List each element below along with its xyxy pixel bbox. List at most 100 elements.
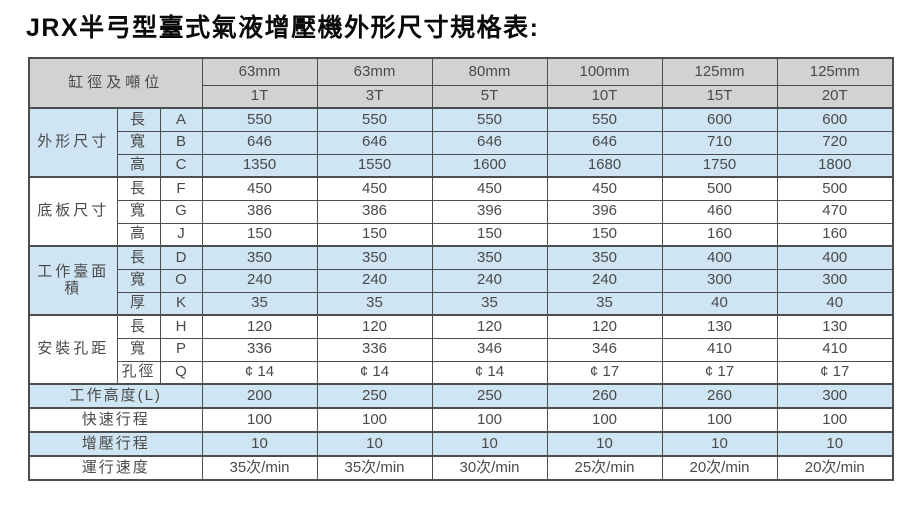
corner-header-cell: 缸徑及噸位	[28, 57, 203, 109]
summary-value-cell: 100	[546, 407, 663, 433]
spec-value-cell: ¢ 14	[201, 360, 318, 385]
spec-value-cell: 1800	[776, 153, 894, 178]
spec-value-cell: 1680	[546, 153, 663, 178]
letter-cell: B	[159, 130, 203, 155]
col-header-tonnage-3: 10T	[546, 84, 663, 109]
summary-value-cell: 10	[661, 431, 778, 457]
spec-value-cell: 35	[201, 291, 318, 316]
spec-value-cell: 600	[661, 107, 778, 132]
summary-value-cell: 250	[431, 383, 548, 409]
spec-value-cell: 40	[776, 291, 894, 316]
summary-value-cell: 25次/min	[546, 455, 663, 481]
table-row: 孔徑 Q ¢ 14 ¢ 14 ¢ 14 ¢ 17 ¢ 17 ¢ 17	[29, 360, 894, 385]
spec-value-cell: ¢ 17	[776, 360, 894, 385]
letter-cell: A	[159, 107, 203, 132]
col-header-bore-4: 125mm	[661, 57, 778, 86]
spec-value-cell: 550	[201, 107, 318, 132]
spec-value-cell: 160	[776, 222, 894, 247]
table-row: 寬 B 646 646 646 646 710 720	[29, 130, 894, 155]
spec-value-cell: 1750	[661, 153, 778, 178]
spec-value-cell: 410	[776, 337, 894, 362]
table-row: 工作臺面積長 D 350 350 350 350 400 400	[28, 245, 894, 316]
table-body: 外形尺寸長 A 550 550 550 550 600 600 寬 B 646 646 646 646 71…	[28, 107, 894, 481]
summary-value-cell: 100	[776, 407, 894, 433]
spec-value-cell: 35	[316, 291, 433, 316]
spec-value-cell: 336	[201, 337, 318, 362]
spec-value-cell: 346	[431, 337, 548, 362]
spec-value-cell: 550	[431, 107, 548, 132]
letter-cell: D	[159, 245, 203, 270]
spec-value-cell: 646	[316, 130, 433, 155]
spec-value-cell: 150	[201, 222, 318, 247]
summary-value-cell: 20次/min	[776, 455, 894, 481]
summary-value-cell: 10	[316, 431, 433, 457]
spec-value-cell: 710	[661, 130, 778, 155]
page-title: JRX半弓型臺式氣液增壓機外形尺寸規格表:	[26, 14, 540, 42]
spec-value-cell: 350	[316, 245, 433, 270]
letter-cell: P	[159, 337, 203, 362]
spec-value-cell: 386	[316, 199, 433, 224]
spec-value-cell: 130	[776, 314, 894, 339]
col-header-tonnage-1: 3T	[316, 84, 433, 109]
summary-value-cell: 100	[661, 407, 778, 433]
spec-value-cell: 600	[776, 107, 894, 132]
spec-value-cell: 410	[661, 337, 778, 362]
col-header-bore-1: 63mm	[316, 57, 433, 86]
summary-row: 增壓行程 10 10 10 10 10 10	[28, 431, 894, 457]
summary-value-cell: 10	[431, 431, 548, 457]
summary-row: 快速行程 100 100 100 100 100 100	[28, 407, 894, 433]
spec-value-cell: 120	[316, 314, 433, 339]
spec-value-cell: 646	[431, 130, 548, 155]
dim-label-cell: 孔徑	[116, 360, 161, 385]
spec-value-cell: 400	[776, 245, 894, 270]
col-header-tonnage-0: 1T	[201, 84, 318, 109]
spec-value-cell: 550	[316, 107, 433, 132]
table-row: 寬 P 336 336 346 346 410 410	[29, 337, 894, 362]
spec-value-cell: 160	[661, 222, 778, 247]
spec-value-cell: 350	[431, 245, 548, 270]
spec-value-cell: 646	[546, 130, 663, 155]
spec-value-cell: 35	[431, 291, 548, 316]
spec-value-cell: 150	[431, 222, 548, 247]
spec-value-cell: 150	[546, 222, 663, 247]
table-row: 寬 O 240 240 240 240 300 300	[29, 268, 894, 293]
spec-value-cell: 120	[431, 314, 548, 339]
summary-value-cell: 10	[546, 431, 663, 457]
table-row: 底板尺寸長 F 450 450 450 450 500 500	[28, 176, 894, 247]
spec-value-cell: 300	[661, 268, 778, 293]
spec-value-cell: 450	[431, 176, 548, 201]
summary-value-cell: 10	[201, 431, 318, 457]
spec-value-cell: ¢ 17	[546, 360, 663, 385]
summary-value-cell: 35次/min	[316, 455, 433, 481]
spec-value-cell: 300	[776, 268, 894, 293]
summary-value-cell: 100	[431, 407, 548, 433]
letter-cell: C	[159, 153, 203, 178]
spec-value-cell: 450	[201, 176, 318, 201]
spec-value-cell: 396	[546, 199, 663, 224]
table-header: 缸徑及噸位 63mm 63mm 80mm 100mm 125mm 125mm 1T 3T 5T 10…	[28, 57, 894, 109]
spec-value-cell: 35	[546, 291, 663, 316]
header-row-bore: 缸徑及噸位 63mm 63mm 80mm 100mm 125mm 125mm	[28, 57, 894, 109]
summary-value-cell: 250	[316, 383, 433, 409]
spec-value-cell: 240	[201, 268, 318, 293]
spec-value-cell: 120	[201, 314, 318, 339]
dim-label-cell: 長	[116, 107, 161, 132]
summary-row: 工作高度(L) 200 250 250 260 260 300	[28, 383, 894, 409]
spec-value-cell: 350	[201, 245, 318, 270]
col-header-tonnage-4: 15T	[661, 84, 778, 109]
spec-value-cell: 1600	[431, 153, 548, 178]
summary-value-cell: 100	[201, 407, 318, 433]
summary-value-cell: 260	[546, 383, 663, 409]
group-label-cell-0: 外形尺寸	[28, 107, 118, 178]
group-label-cell-3: 安裝孔距	[28, 314, 118, 385]
spec-value-cell: 240	[316, 268, 433, 293]
spec-value-cell: 450	[316, 176, 433, 201]
col-header-bore-3: 100mm	[546, 57, 663, 86]
table-row: 安裝孔距長 H 120 120 120 120 130 130	[28, 314, 894, 385]
table-row: 厚 K 35 35 35 35 40 40	[29, 291, 894, 316]
summary-row: 運行速度 35次/min 35次/min 30次/min 25次/min 20次/min 2…	[28, 455, 894, 481]
spec-value-cell: 400	[661, 245, 778, 270]
spec-value-cell: 470	[776, 199, 894, 224]
letter-cell: K	[159, 291, 203, 316]
dim-label-cell: 寬	[116, 199, 161, 224]
